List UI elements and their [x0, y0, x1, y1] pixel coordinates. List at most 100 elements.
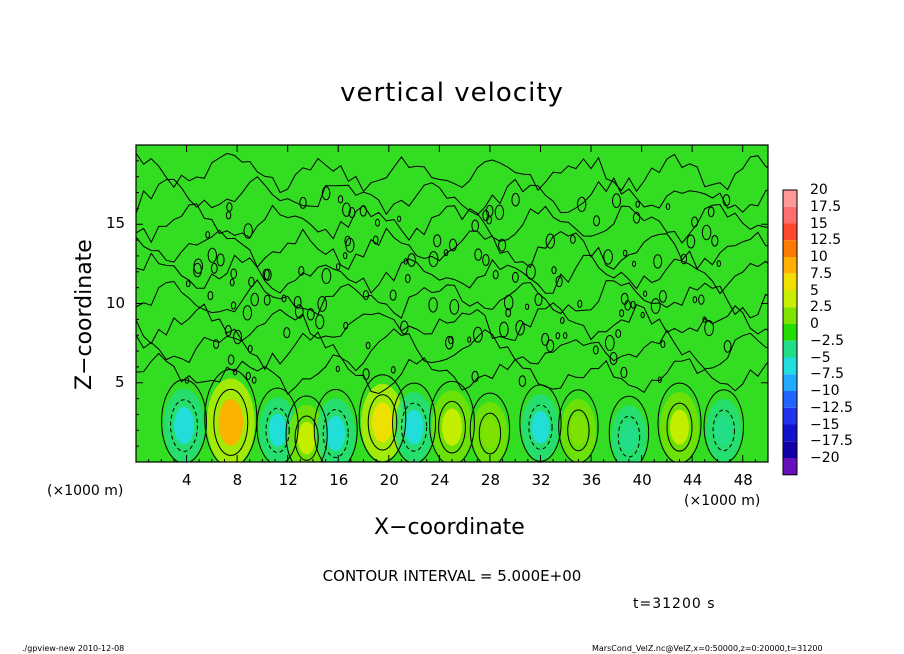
x-tick-label: 20 — [379, 471, 399, 489]
contour-interval-label: CONTOUR INTERVAL = 5.000E+00 — [322, 567, 582, 585]
colorbar-swatch — [783, 324, 797, 341]
colorbar-level-label: −7.5 — [810, 366, 844, 383]
contour-blob — [555, 332, 561, 340]
contour-line — [136, 176, 768, 216]
contour-blob — [563, 332, 568, 339]
colorbar-swatch — [783, 257, 797, 274]
contour-ring — [703, 389, 744, 462]
colorbar-level-label: −10 — [810, 383, 840, 399]
contour-blob — [471, 370, 479, 383]
colorbar-swatch — [783, 391, 797, 408]
contour-blob — [397, 215, 402, 223]
colorbar-level-label: 7.5 — [810, 265, 833, 282]
contour-ring — [256, 387, 299, 462]
contour-blob — [243, 223, 253, 239]
contour-blob — [482, 254, 490, 266]
contour-blob — [515, 320, 525, 336]
contour-blob — [343, 321, 349, 330]
contour-blob — [299, 196, 307, 209]
colorbar-swatch — [783, 407, 797, 425]
contour-blob — [293, 295, 302, 309]
colorbar-level-label: 0 — [810, 316, 819, 332]
x-axis-label: X−coordinate — [374, 515, 525, 540]
colorbar-swatch — [783, 190, 797, 207]
contour-blob — [344, 235, 352, 247]
colorbar-swatch — [783, 290, 797, 308]
velocity-cell-core — [371, 402, 394, 443]
colorbar-level-label: −20 — [810, 450, 840, 466]
velocity-field — [136, 145, 768, 462]
contour-ring — [469, 392, 511, 462]
contour-blob — [250, 292, 259, 307]
contour-blob — [245, 371, 251, 380]
contour-ring — [313, 388, 358, 462]
contour-blob — [680, 253, 688, 265]
contour-blob — [242, 305, 253, 321]
x-tick-label: 4 — [182, 471, 192, 489]
contour-blob — [362, 290, 369, 301]
colorbar-level-label: −17.5 — [810, 433, 853, 450]
contour-blob — [443, 249, 449, 257]
colorbar-swatch — [783, 424, 797, 442]
contour-blob — [230, 268, 237, 279]
contour-blob — [226, 202, 233, 212]
contour-blob — [624, 300, 632, 311]
x-unit-right: (×1000 m) — [684, 493, 761, 509]
velocity-cell-core — [404, 409, 424, 445]
contour-blob — [612, 193, 621, 208]
contour-blob — [593, 215, 600, 227]
contour-blob — [711, 235, 719, 247]
colorbar-level-label: 2.5 — [810, 299, 833, 316]
contour-blob — [482, 209, 490, 222]
contour-blob — [692, 296, 698, 304]
contour-blob — [342, 202, 351, 217]
contour-blob — [400, 320, 409, 335]
contour-blob — [643, 290, 648, 297]
contour-ring — [558, 389, 599, 462]
colorbar-level-label: 10 — [810, 249, 828, 265]
contour-ring — [666, 402, 693, 452]
contour-blob — [359, 205, 367, 217]
contour-blob — [281, 294, 287, 303]
colorbar-swatch — [783, 357, 797, 375]
contour-blob — [467, 336, 472, 343]
contour-blob — [620, 366, 628, 379]
contour-blob — [224, 325, 232, 337]
contour-blob — [403, 258, 408, 265]
contour-blob — [345, 237, 355, 253]
contour-ring — [438, 400, 466, 454]
colorbar-level-label: 5 — [810, 282, 819, 299]
contour-blob — [251, 376, 257, 384]
contour-ring — [322, 408, 349, 458]
x-tick-label: 48 — [733, 471, 753, 489]
footer-left: ./gpview-new 2010-12-08 — [22, 644, 125, 653]
x-tick-label: 8 — [232, 471, 243, 489]
contour-blob — [232, 368, 238, 376]
contour-blob — [511, 192, 520, 207]
contour-blob — [433, 234, 442, 248]
contour-blob — [704, 320, 714, 337]
contour-blob — [248, 276, 255, 287]
contour-ring — [294, 415, 319, 461]
colorbar-swatch — [783, 340, 797, 358]
footer-right: MarsCond_VelZ.nc@VelZ,x=0:50000,z=0:2000… — [592, 644, 823, 653]
contour-blob — [448, 335, 454, 345]
contour-ring — [170, 399, 198, 452]
contour-blob — [545, 233, 555, 249]
contour-line — [136, 203, 768, 244]
contour-blob — [375, 218, 380, 227]
contour-blob — [185, 280, 191, 288]
contour-blob — [665, 203, 671, 211]
x-tick-label: 32 — [531, 471, 551, 489]
contour-blob — [686, 234, 696, 249]
contour-ring — [285, 395, 328, 462]
contour-blob — [498, 238, 507, 252]
contour-blob — [577, 299, 583, 308]
velocity-cell-core — [441, 408, 463, 446]
time-label: t=31200 s — [633, 596, 716, 612]
contour-blob — [707, 206, 715, 218]
velocity-cell-core — [268, 413, 287, 447]
colorbar-level-label: −5 — [810, 349, 831, 366]
contour-blob — [635, 200, 641, 208]
